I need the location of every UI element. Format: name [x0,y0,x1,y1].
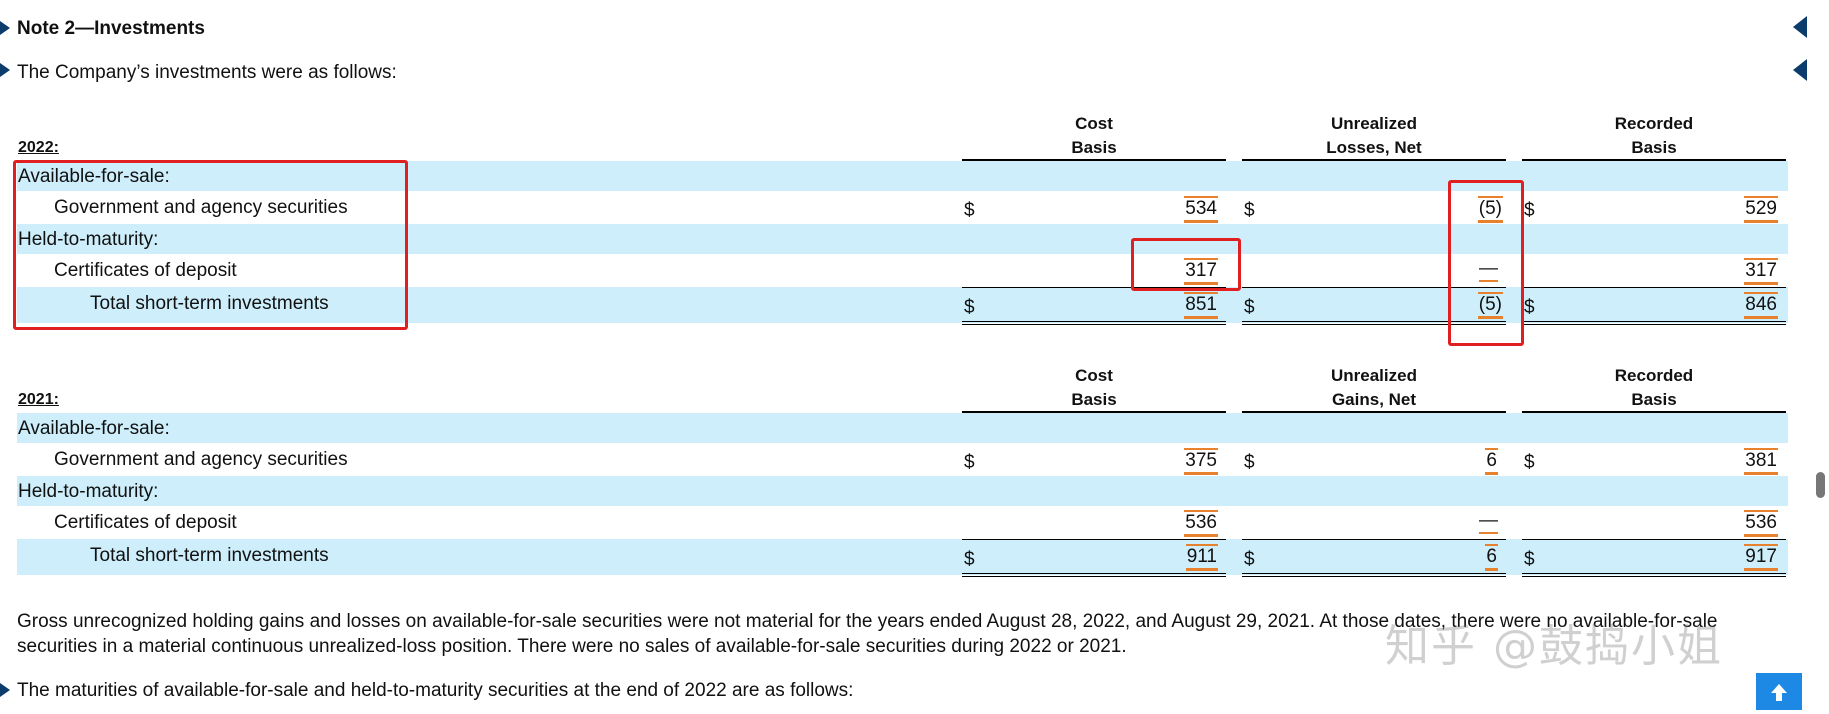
currency-symbol: $ [964,549,975,570]
table-row-band [17,476,1788,506]
row-label: Held-to-maturity: [18,481,159,502]
section-marker-icon [0,63,10,77]
intro-text: The Company’s investments were as follow… [17,62,397,83]
table-row-band [17,413,1788,443]
table-row-band [17,224,1788,254]
currency-symbol: $ [1244,200,1255,221]
row-label: Certificates of deposit [54,512,237,533]
column-header: Recorded Basis [1614,114,1694,157]
row-label: Government and agency securities [54,449,348,470]
currency-symbol: $ [1244,549,1255,570]
maturities-intro: The maturities of available-for-sale and… [17,680,854,701]
cell-value: 917 [1700,544,1778,571]
column-header: Cost Basis [1071,114,1117,157]
cell-value: 381 [1700,448,1778,475]
cell-value: 534 [1140,196,1218,223]
currency-symbol: $ [1244,452,1255,473]
currency-symbol: $ [1524,452,1535,473]
collapse-marker-icon[interactable] [1793,59,1807,81]
column-header: Unrealized Losses, Net [1326,114,1422,157]
watermark: 知乎 @鼓捣小姐 [1385,621,1723,672]
section-marker-icon [0,21,10,35]
column-header: Recorded Basis [1614,366,1694,409]
currency-symbol: $ [964,297,975,318]
annotation-box [1131,238,1241,291]
currency-symbol: $ [1524,297,1535,318]
column-header: Cost Basis [1071,366,1117,409]
cell-value: 6 [1420,448,1498,475]
section-marker-icon [0,683,10,697]
cell-value: 851 [1140,292,1218,319]
cell-value: 375 [1140,448,1218,475]
cell-value: — [1420,258,1498,282]
row-label: Total short-term investments [90,293,329,314]
currency-symbol: $ [964,200,975,221]
row-label: Certificates of deposit [54,260,237,281]
cell-value: — [1420,510,1498,534]
row-label: Available-for-sale: [18,418,170,439]
cell-value: 536 [1140,510,1218,537]
currency-symbol: $ [1524,549,1535,570]
year-label: 2022: [18,139,59,156]
cell-value: 6 [1420,544,1498,571]
row-label: Available-for-sale: [18,166,170,187]
column-header: Unrealized Gains, Net [1331,366,1417,409]
scrollbar-thumb[interactable] [1816,472,1825,498]
year-label: 2021: [18,391,59,408]
annotation-box [1448,180,1524,346]
collapse-marker-icon[interactable] [1793,16,1807,38]
cell-value: 911 [1140,544,1218,571]
currency-symbol: $ [964,452,975,473]
disclosure-paragraph: Gross unrecognized holding gains and los… [17,611,1718,657]
cell-value: (5) [1420,196,1503,223]
currency-symbol: $ [1244,297,1255,318]
table-row-band [17,161,1788,191]
cell-value: 536 [1700,510,1778,537]
row-label: Government and agency securities [54,197,348,218]
cell-value: 846 [1700,292,1778,319]
cell-value: 317 [1140,258,1218,285]
back-to-top-button[interactable] [1756,673,1802,710]
cell-value: 317 [1700,258,1778,285]
note-title: Note 2—Investments [17,18,205,39]
annotation-box [13,160,408,330]
row-label: Total short-term investments [90,545,329,566]
cell-value: 529 [1700,196,1778,223]
currency-symbol: $ [1524,200,1535,221]
arrow-up-icon [1771,684,1787,701]
row-label: Held-to-maturity: [18,229,159,250]
cell-value: (5) [1420,292,1503,319]
